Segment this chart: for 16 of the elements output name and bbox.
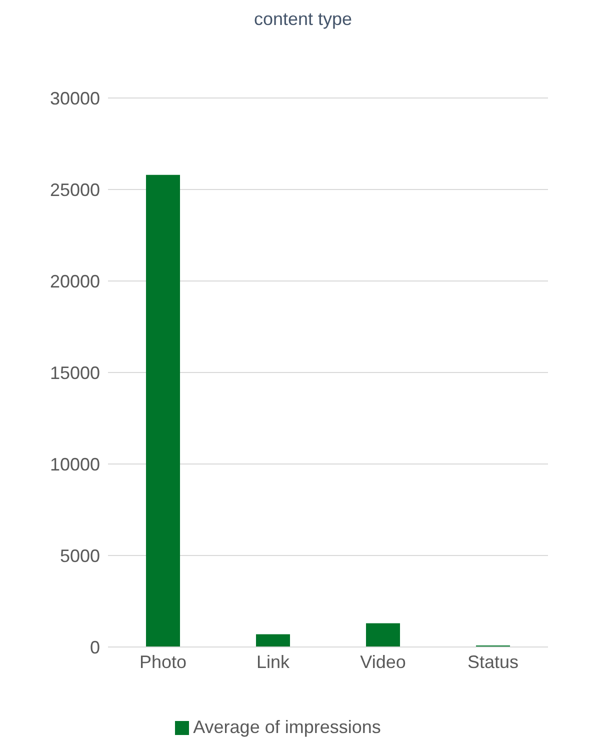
y-tick-label: 5000 <box>60 546 100 566</box>
x-tick-label: Video <box>360 652 406 672</box>
bar <box>256 634 290 647</box>
x-tick-label: Photo <box>139 652 187 672</box>
chart-title: content type <box>252 8 354 31</box>
y-tick-label: 30000 <box>50 88 100 108</box>
bar <box>146 174 180 647</box>
y-tick-label: 15000 <box>50 362 100 383</box>
bar <box>366 623 400 647</box>
x-tick-label: Status <box>467 652 519 672</box>
y-tick-label: 0 <box>90 637 100 658</box>
y-tick-label: 10000 <box>50 454 100 474</box>
x-tick-label: Link <box>256 652 291 672</box>
legend-label: Average of impressions <box>193 717 381 737</box>
y-tick-label: 25000 <box>50 180 100 200</box>
y-tick-label: 20000 <box>50 271 100 292</box>
